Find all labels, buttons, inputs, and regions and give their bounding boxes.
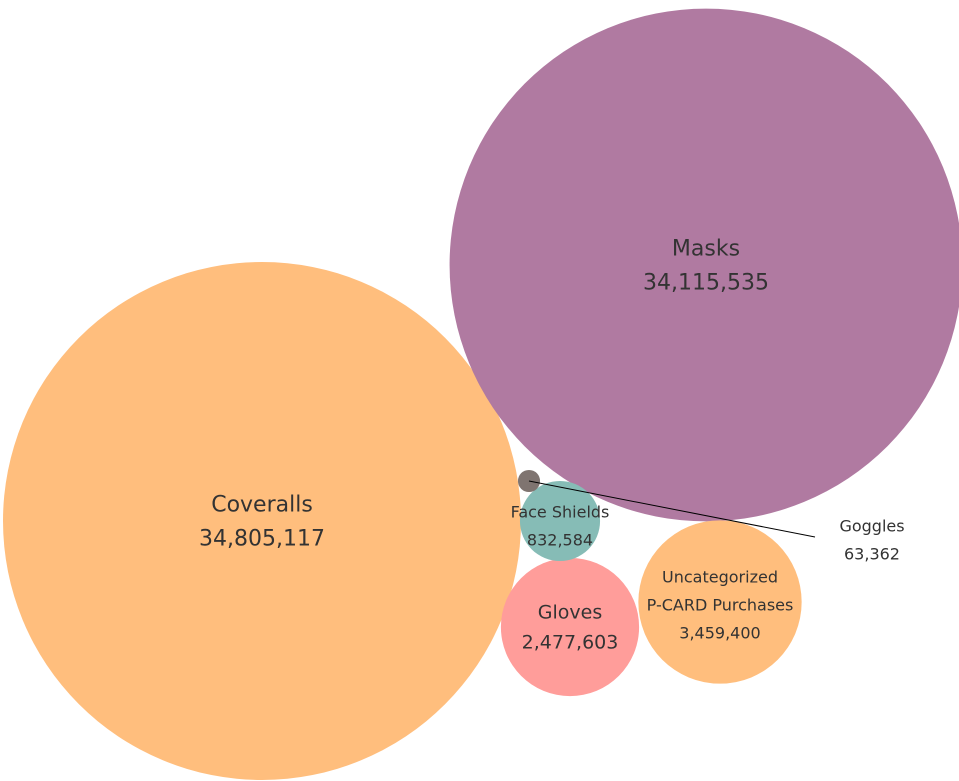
bubble-coveralls[interactable]: [3, 262, 521, 780]
value-label-goggles: 63,362: [844, 545, 900, 564]
leader-line-goggles: [528, 480, 816, 538]
value-label-masks: 34,115,535: [643, 271, 769, 296]
category-label-goggles: Goggles: [839, 517, 904, 536]
category-label-coveralls: Coveralls: [211, 493, 313, 518]
category-label-gloves: Gloves: [538, 602, 602, 624]
value-label-gloves: 2,477,603: [522, 632, 619, 654]
category-label-face-shields: Face Shields: [511, 503, 610, 522]
bubble-face-shields[interactable]: [519, 480, 601, 562]
bubble-gloves[interactable]: [500, 557, 640, 697]
value-label-face-shields: 832,584: [527, 531, 593, 550]
category-label-uncategorized-p-card-purchases: Uncategorized: [662, 568, 778, 587]
category-label-uncategorized-p-card-purchases: P-CARD Purchases: [647, 596, 794, 615]
bubble-masks[interactable]: [449, 8, 959, 522]
category-label-masks: Masks: [672, 237, 740, 262]
value-label-coveralls: 34,805,117: [199, 527, 325, 552]
bubble-uncategorized-p-card-purchases[interactable]: [638, 520, 802, 684]
value-label-uncategorized-p-card-purchases: 3,459,400: [679, 624, 760, 643]
